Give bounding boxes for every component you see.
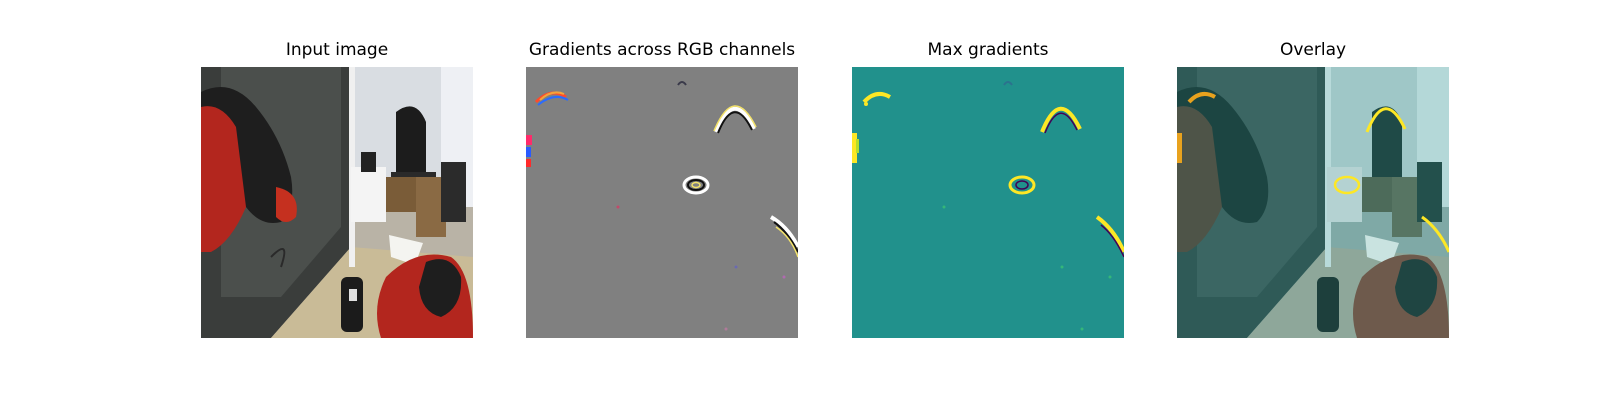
input-image [201, 67, 473, 338]
rgb-gradients-image [526, 67, 798, 338]
panel-title-overlay: Overlay [1279, 40, 1347, 60]
overlay-image [1177, 67, 1449, 338]
panel-title-max-gradients: Max gradients [927, 40, 1049, 60]
max-gradients-image [852, 67, 1124, 338]
panel-title-rgb-gradients: Gradients across RGB channels [528, 40, 796, 60]
panel-title-input-image: Input image [285, 40, 389, 60]
